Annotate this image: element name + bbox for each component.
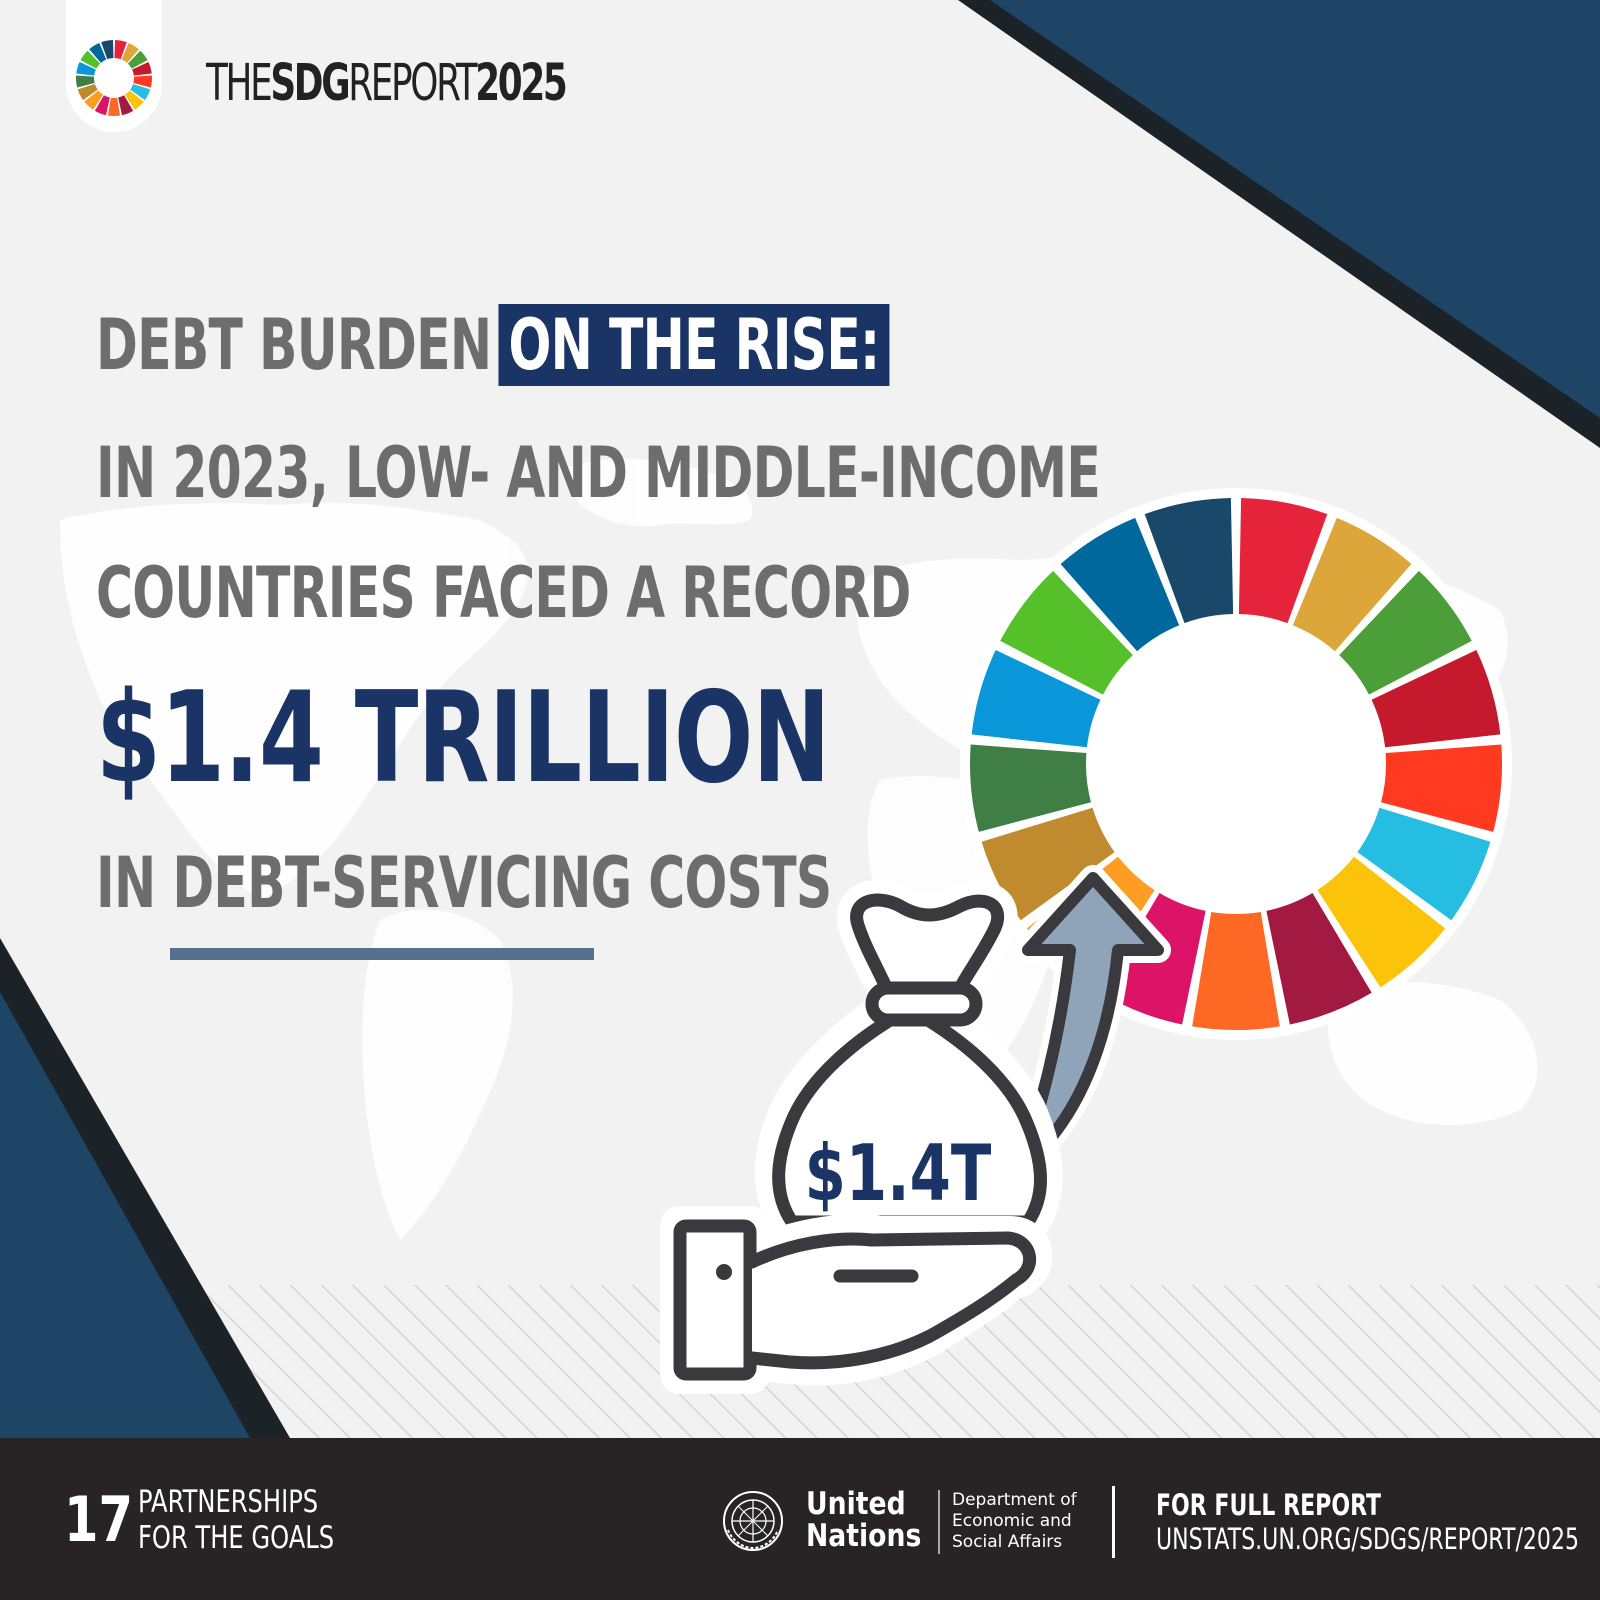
- headline-line5-costs: COSTS: [631, 842, 832, 924]
- department-line-3: Social Affairs: [952, 1532, 1063, 1552]
- headline-big-number: $1.4 TRILLION: [96, 664, 831, 811]
- sdg-wheel-segment: [1381, 744, 1502, 832]
- department-name: Department of Economic and Social Affair…: [952, 1490, 1077, 1553]
- sdg-wheel-segment: [132, 61, 152, 76]
- headline-line-2: IN 2023, LOW- AND MIDDLE-INCOME: [96, 432, 1101, 514]
- sdg-wheel-segment: [1238, 498, 1328, 624]
- headline-line5-in: IN: [96, 842, 173, 924]
- un-name-line-2: Nations: [806, 1518, 922, 1554]
- report-title-year: 2025: [475, 54, 568, 113]
- sdg-wheel-segment: [1144, 498, 1234, 624]
- sdg-wheel-segment: [94, 95, 110, 116]
- sdg-wheel-segment: [118, 95, 134, 116]
- headline-line-1: DEBT BURDEN ON THE RISE:: [96, 300, 890, 390]
- sdg-wheel-segment: [130, 83, 151, 101]
- corner-shape-bottom-inner: [0, 992, 250, 1438]
- emphasis-underline: [170, 948, 594, 960]
- sdg-wheel-segment: [114, 40, 127, 60]
- goal-name: PARTNERSHIPS FOR THE GOALS: [138, 1484, 335, 1556]
- headline-line-5: IN DEBT-SERVICING COSTS: [96, 838, 832, 928]
- sdg-wheel-segment: [1192, 911, 1280, 1030]
- headline-line5-emphasis: DEBT-SERVICING: [172, 842, 632, 924]
- report-url-link[interactable]: UNSTATS.UN.ORG/SDGS/REPORT/2025: [1156, 1522, 1580, 1556]
- sdg-wheel-segment: [133, 75, 152, 88]
- sdg-wheel-segment: [84, 90, 104, 110]
- divider: [1112, 1486, 1115, 1558]
- sdg-wheel-segment: [1292, 517, 1412, 652]
- sdg-wheel-segment: [1357, 807, 1491, 921]
- corner-shape-top-inner: [990, 0, 1600, 418]
- goal-number: 17: [64, 1483, 134, 1556]
- report-title-report: REPORT: [348, 54, 477, 113]
- divider: [938, 1490, 940, 1554]
- un-emblem-icon: [723, 1491, 783, 1551]
- sdg-logo-icon: [76, 40, 152, 116]
- un-name: United Nations: [806, 1486, 922, 1554]
- sdg-wheel-segment: [77, 83, 98, 101]
- sdg-wheel-segment: [101, 40, 114, 60]
- logo-tab: [66, 0, 162, 132]
- un-name-line-1: United: [806, 1486, 906, 1522]
- sdg-wheel-segment: [76, 61, 96, 76]
- sdg-wheel-segment: [107, 97, 121, 116]
- sdg-wheel-segment: [981, 807, 1115, 921]
- arrow-up-icon: [1015, 865, 1171, 1161]
- sdg-wheel-segment: [1317, 856, 1446, 988]
- sdg-wheel-segment: [1060, 517, 1180, 652]
- sdg-wheel-segment: [121, 42, 139, 63]
- report-label: FOR FULL REPORT: [1156, 1488, 1382, 1522]
- headline-line-3: COUNTRIES FACED A RECORD: [96, 552, 911, 634]
- department-line-1: Department of: [952, 1490, 1077, 1510]
- goal-name-line-2: FOR THE GOALS: [138, 1520, 335, 1556]
- report-title-the: THE: [206, 54, 273, 113]
- bag-amount-label: $1.4T: [805, 1129, 992, 1219]
- report-title-sdg: SDG: [270, 54, 350, 113]
- headline-prefix: DEBT BURDEN: [96, 304, 492, 386]
- sdg-wheel-segment: [970, 744, 1091, 832]
- sdg-wheel-segment: [971, 650, 1101, 748]
- sdg-wheel-segment: [1339, 570, 1472, 695]
- sdg-wheel-center: [1096, 624, 1376, 904]
- sdg-wheel-segment: [1266, 893, 1372, 1025]
- sdg-wheel-segment: [1000, 570, 1133, 695]
- sdg-wheel-segment: [124, 90, 144, 110]
- report-title: THESDGREPORT2025: [206, 52, 568, 116]
- hand-icon: [660, 1206, 1053, 1394]
- goal-name-line-1: PARTNERSHIPS: [138, 1484, 319, 1520]
- sdg-wheel-segment: [80, 50, 101, 69]
- headline-highlight: ON THE RISE:: [498, 304, 890, 386]
- sdg-wheel-segment: [76, 75, 95, 88]
- sdg-wheel-segment: [89, 42, 107, 63]
- sdg-wheel-segment: [1371, 650, 1501, 748]
- department-line-2: Economic and: [952, 1511, 1072, 1531]
- sdg-wheel-segment: [127, 50, 148, 69]
- report-link-block: FOR FULL REPORT UNSTATS.UN.ORG/SDGS/REPO…: [1156, 1488, 1579, 1556]
- footer: 17 PARTNERSHIPS FOR THE GOALS United Nat…: [0, 1438, 1600, 1600]
